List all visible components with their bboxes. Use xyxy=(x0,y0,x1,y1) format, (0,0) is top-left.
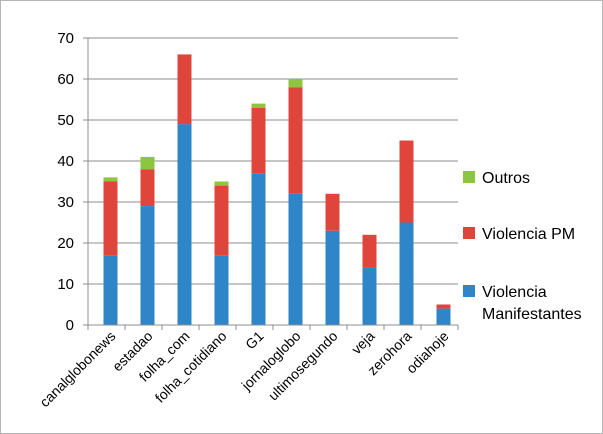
bar-folha_cotidiano-series-2 xyxy=(214,181,229,186)
x-tick-label-0: canalglobonews xyxy=(36,328,118,410)
bar-veja-series-1 xyxy=(362,234,377,268)
bar-veja-series-0 xyxy=(362,267,377,325)
legend: Outros Violencia PM Violencia Manifestantes xyxy=(463,170,582,323)
legend-swatch-2 xyxy=(463,171,475,183)
bar-G1-series-2 xyxy=(251,103,266,108)
x-tick-label-4: G1 xyxy=(242,328,267,353)
legend-label-1-line-0: Violencia PM xyxy=(482,226,575,243)
bar-jornaloglobo-series-2 xyxy=(288,79,303,88)
bar-canalglobonews-series-1 xyxy=(103,181,118,256)
bar-G1-series-0 xyxy=(251,173,266,325)
legend-label-0-line-1: Manifestantes xyxy=(482,306,582,323)
bar-estadao-series-1 xyxy=(140,169,155,207)
bar-folha_cotidiano-series-0 xyxy=(214,255,229,325)
bar-odiahoje-series-1 xyxy=(436,304,451,309)
y-tick-label-50: 50 xyxy=(57,112,74,129)
y-tick-label-60: 60 xyxy=(57,71,74,88)
axes xyxy=(83,37,459,330)
bar-canalglobonews-series-2 xyxy=(103,177,118,182)
y-tick-label-0: 0 xyxy=(66,317,74,334)
bar-jornaloglobo-series-0 xyxy=(288,193,303,325)
bar-ultimosegundo-series-1 xyxy=(325,193,340,231)
legend-swatch-1 xyxy=(463,227,475,239)
y-tick-label-40: 40 xyxy=(57,153,74,170)
bars xyxy=(103,54,451,325)
y-tick-label-10: 10 xyxy=(57,276,74,293)
legend-label-0-line-0: Violencia xyxy=(482,284,547,301)
x-tick-label-7: veja xyxy=(348,328,378,358)
bar-odiahoje-series-0 xyxy=(436,308,451,325)
y-tick-label-20: 20 xyxy=(57,235,74,252)
legend-label-2-line-0: Outros xyxy=(482,170,530,187)
bar-zerohora-series-1 xyxy=(399,140,414,223)
y-tick-labels: 0 10 20 30 40 50 60 70 xyxy=(57,30,74,334)
bar-estadao-series-0 xyxy=(140,206,155,325)
bar-G1-series-1 xyxy=(251,107,266,174)
bar-folha_cotidiano-series-1 xyxy=(214,185,229,256)
bar-canalglobonews-series-0 xyxy=(103,255,118,325)
x-tick-labels: canalglobonewsestadaofolha_comfolha_coti… xyxy=(36,328,451,410)
bar-estadao-series-2 xyxy=(140,156,155,170)
bar-folha_com-series-1 xyxy=(177,54,192,125)
legend-swatch-0 xyxy=(463,285,475,297)
y-tick-label-70: 70 xyxy=(57,30,74,47)
bar-jornaloglobo-series-1 xyxy=(288,87,303,194)
bar-ultimosegundo-series-0 xyxy=(325,230,340,325)
y-tick-label-30: 30 xyxy=(57,194,74,211)
bar-zerohora-series-0 xyxy=(399,222,414,325)
bar-folha_com-series-0 xyxy=(177,124,192,325)
